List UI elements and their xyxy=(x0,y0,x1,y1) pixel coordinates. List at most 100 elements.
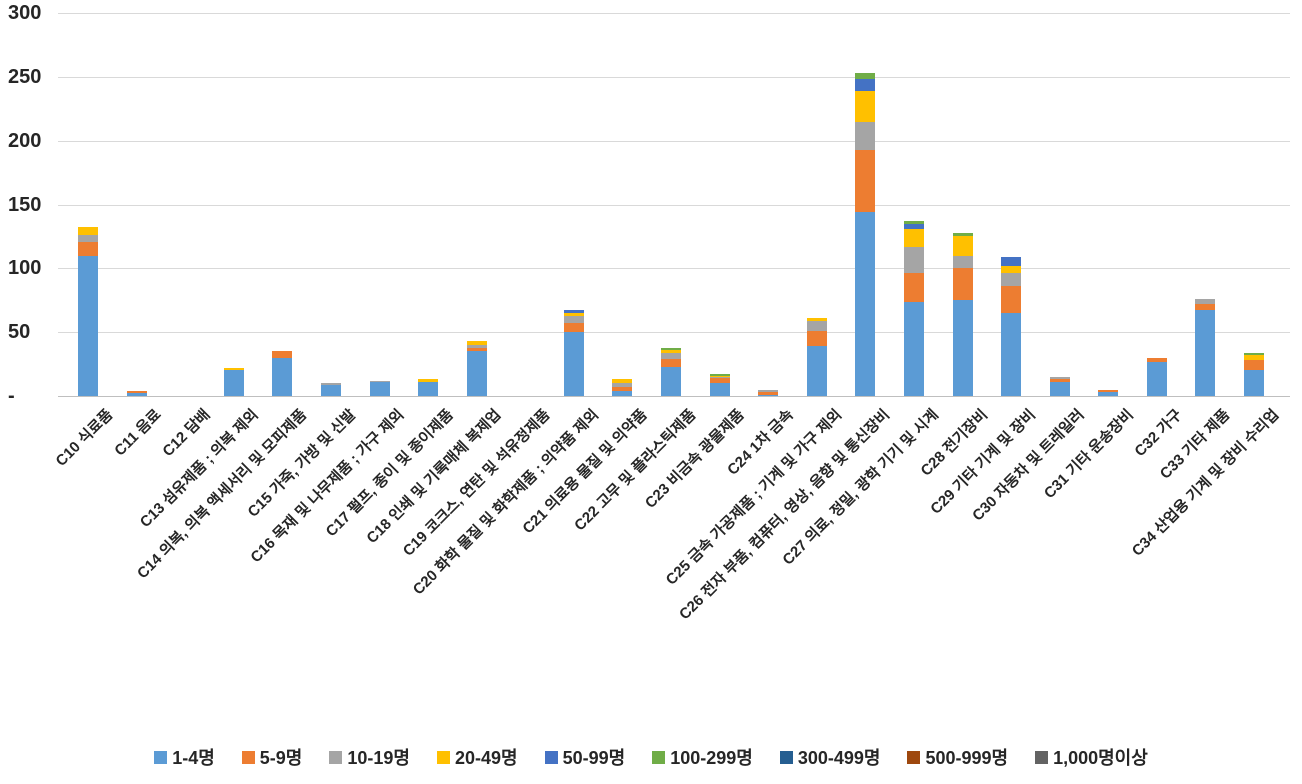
legend-label: 300-499명 xyxy=(797,748,881,768)
legend-swatch-icon xyxy=(779,750,793,764)
bar-segment xyxy=(1001,265,1022,274)
bar xyxy=(563,310,584,396)
bar xyxy=(223,367,244,396)
bar-segment xyxy=(272,351,293,358)
bar xyxy=(272,351,293,396)
bar-segment xyxy=(1001,256,1022,266)
bar-segment xyxy=(1244,352,1264,356)
gridline xyxy=(58,332,1290,334)
legend-item: 10-19명 xyxy=(329,744,410,770)
gridline xyxy=(58,76,1290,78)
legend-item: 1-4명 xyxy=(154,744,215,770)
legend-label: 500-999명 xyxy=(925,748,1009,768)
bar-segment xyxy=(1195,299,1216,305)
bar-segment xyxy=(855,90,876,122)
bar xyxy=(855,73,876,396)
bar-segment xyxy=(1195,304,1216,311)
bar-segment xyxy=(563,323,584,333)
bar-segment xyxy=(758,389,779,393)
plot-area xyxy=(58,13,1290,397)
bar xyxy=(1195,299,1216,396)
bar-segment xyxy=(661,366,681,396)
bar xyxy=(1146,357,1167,396)
bar-segment xyxy=(78,255,98,396)
bar-segment xyxy=(903,246,924,274)
legend-item: 50-99명 xyxy=(544,744,625,770)
legend-label: 5-9명 xyxy=(259,748,303,768)
bar-segment xyxy=(903,221,924,224)
bar-segment xyxy=(855,149,876,213)
y-axis-tick-label: 250 xyxy=(8,65,42,88)
bar-segment xyxy=(903,228,924,247)
bar-segment xyxy=(855,212,876,396)
bar-segment xyxy=(855,121,876,150)
bar-segment xyxy=(1195,310,1216,396)
y-axis-tick-label: 300 xyxy=(8,2,42,24)
bar-segment xyxy=(612,387,633,391)
bar xyxy=(1001,256,1022,396)
bar-segment xyxy=(806,320,827,331)
bar-segment xyxy=(369,381,390,396)
bar-segment xyxy=(709,383,730,396)
bar xyxy=(806,318,827,396)
bar-segment xyxy=(272,357,293,396)
gridline xyxy=(58,204,1290,206)
bar-segment xyxy=(952,268,973,301)
bar xyxy=(320,383,341,396)
bar-segment xyxy=(661,352,681,359)
bar-segment xyxy=(661,347,681,351)
bar-segment xyxy=(952,300,973,396)
legend-label: 10-19명 xyxy=(347,748,410,768)
bar-segment xyxy=(418,379,439,382)
bar-segment xyxy=(758,392,779,395)
bar-segment xyxy=(126,393,147,396)
bar xyxy=(1098,389,1119,396)
bar-segment xyxy=(855,79,876,91)
bar xyxy=(758,389,779,396)
bar-segment xyxy=(466,341,487,345)
bar-segment xyxy=(903,273,924,302)
y-axis-tick-label: 100 xyxy=(8,257,42,280)
bar xyxy=(612,379,633,396)
bar-segment xyxy=(563,315,584,324)
bar-segment xyxy=(563,332,584,396)
y-axis-tick-label: 50 xyxy=(8,321,31,344)
bar-segment xyxy=(1001,273,1022,287)
bar-segment xyxy=(806,318,827,321)
bar-segment xyxy=(78,235,98,242)
bar-segment xyxy=(1001,313,1022,396)
bar xyxy=(661,347,681,396)
bar-segment xyxy=(903,223,924,229)
bar-segment xyxy=(320,383,341,385)
bar-segment xyxy=(418,381,439,396)
y-axis-tick-label: - xyxy=(8,385,15,407)
gridline xyxy=(58,140,1290,142)
bar xyxy=(78,227,98,396)
bar-segment xyxy=(320,384,341,396)
bar-segment xyxy=(1001,286,1022,314)
bar-segment xyxy=(952,236,973,256)
y-axis-tick-label: 200 xyxy=(8,129,42,152)
bar-segment xyxy=(1244,370,1264,396)
bar xyxy=(466,341,487,396)
bar-segment xyxy=(952,232,973,237)
bar-segment xyxy=(1146,361,1167,396)
legend: 1-4명 5-9명 10-19명 20-49명 50-99명 100-299명 300-49… xyxy=(0,742,1302,772)
bar-segment xyxy=(806,346,827,396)
bar xyxy=(369,380,390,396)
legend-swatch-icon xyxy=(544,750,558,764)
bar xyxy=(903,221,924,396)
legend-swatch-icon xyxy=(436,750,450,764)
y-axis-tick-label: 150 xyxy=(8,193,42,216)
bar-segment xyxy=(1098,389,1119,393)
legend-swatch-icon xyxy=(241,750,255,764)
bar-segment xyxy=(466,344,487,348)
bar-segment xyxy=(709,375,730,377)
bar-segment xyxy=(855,73,876,80)
legend-label: 100-299명 xyxy=(670,748,753,768)
bar xyxy=(952,232,973,396)
legend-swatch-icon xyxy=(154,750,168,764)
bar-segment xyxy=(903,301,924,396)
bar xyxy=(126,390,147,396)
bar-segment xyxy=(1049,376,1070,380)
